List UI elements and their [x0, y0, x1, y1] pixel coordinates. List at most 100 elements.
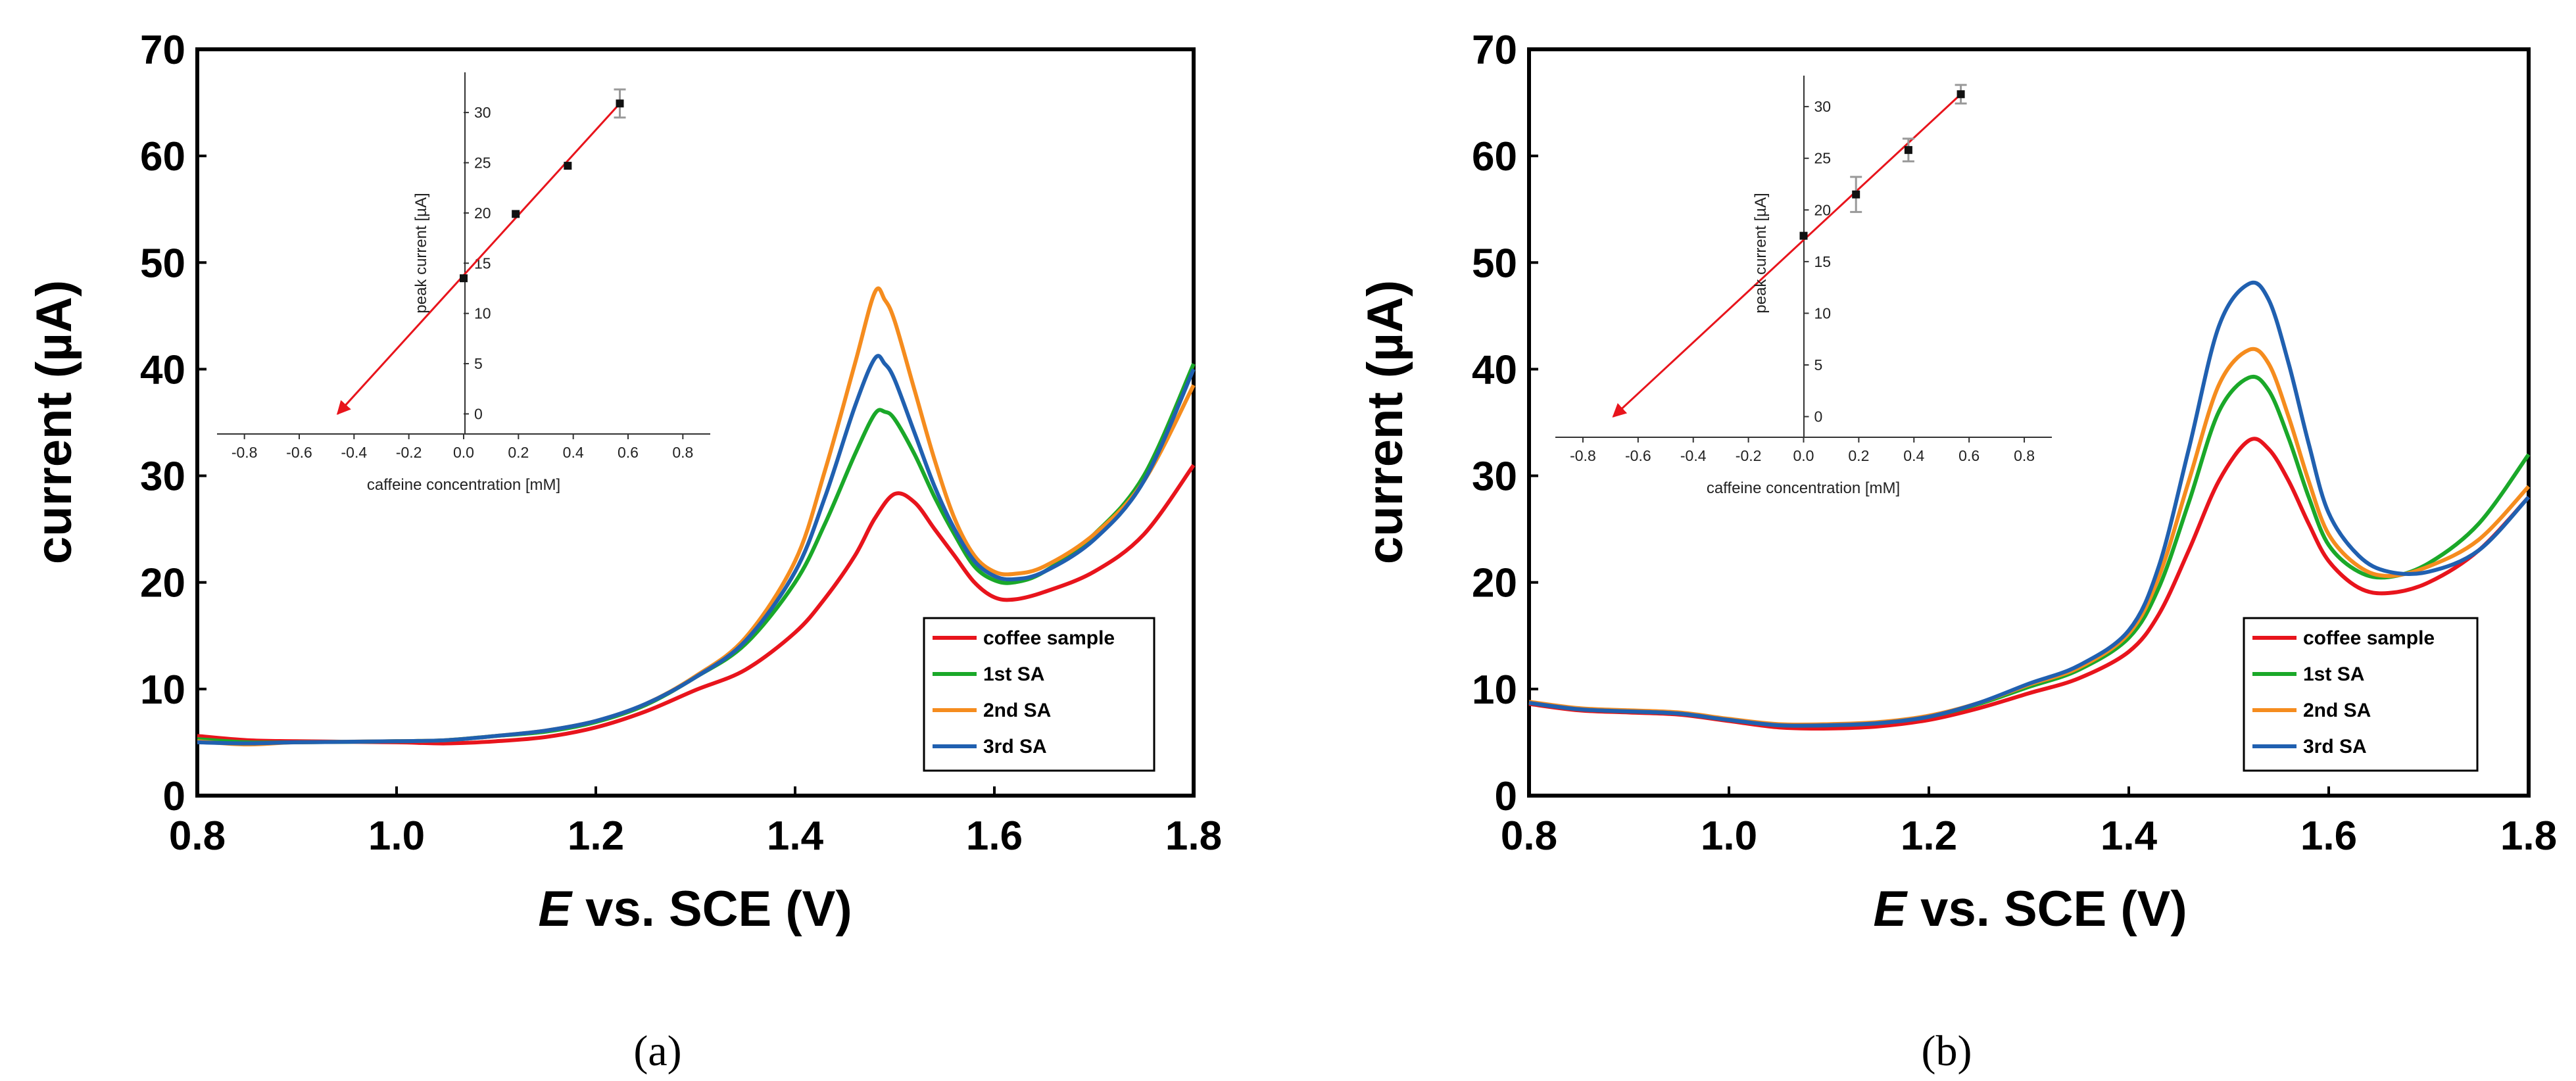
panel-a-inset-y-ticks: 0 5 10 15 20 25 30	[464, 104, 491, 422]
panel-a-inset-x-tick-label-3: -0.2	[396, 444, 422, 461]
panel-b-inset-y-tick-label-4: 20	[1814, 201, 1832, 218]
panel-a-inset-point-2	[564, 162, 572, 170]
panel-a-inset-y-tick-label-6: 30	[474, 104, 491, 121]
panel-b-x-tick-labels: 0.8 1.0 1.2 1.4 1.6 1.8	[1501, 786, 2557, 859]
panel-b-inset-x-tick-label-1: -0.6	[1625, 447, 1651, 464]
panel-a-y-axis-title: current (µA)	[26, 280, 82, 564]
panel-a-y-tick-label-6: 60	[140, 134, 185, 180]
panel-a-x-tick-label-1: 1.0	[368, 813, 425, 859]
panel-a-x-tick-labels: 0.8 1.0 1.2 1.4 1.6 1.8	[169, 786, 1222, 859]
panel-a-x-axis-title-italic: E	[538, 881, 573, 937]
panel-b-y-axis-title: current (µA)	[1357, 280, 1413, 564]
panel-b-series-3-line	[1528, 280, 2531, 728]
panel-a-x-axis-title-rest: vs. SCE (V)	[571, 881, 852, 937]
panel-b-inset-y-tick-label-0: 0	[1814, 408, 1823, 425]
panel-a-legend: coffee sample 1st SA 2nd SA 3rd SA	[923, 617, 1155, 772]
panel-b-inset-x-tick-label-6: 0.4	[1903, 447, 1924, 464]
panel-a-inset-x-tick-label-4: 0.0	[453, 444, 474, 461]
panel-b-plot-frame	[1527, 47, 2531, 798]
panel-a-inset-y-tick-label-0: 0	[474, 405, 483, 422]
panel-b-inset-y-tick-label-2: 10	[1814, 304, 1832, 322]
panel-b-inset-point-2	[1904, 146, 1912, 155]
legend-b-label-3: 3rd SA	[2303, 736, 2367, 757]
panel-a-x-tick-label-4: 1.6	[966, 813, 1023, 859]
legend-b-label-2: 2nd SA	[2303, 700, 2371, 721]
panel-b-inset-x-tick-label-7: 0.6	[1958, 447, 1980, 464]
panel-a-series	[197, 286, 1196, 747]
panel-a-inset-x-ticks: -0.8 -0.6 -0.4 -0.2 0.0 0.2 0.4 0.6 0.8	[231, 434, 693, 461]
panel-b-x-tick-label-5: 1.8	[2500, 813, 2557, 859]
panel-b-inset-marks	[1612, 84, 1967, 418]
panel-a-inset-point-0	[460, 274, 468, 283]
panel-a-x-axis-title: E vs. SCE (V)	[538, 881, 852, 937]
panel-b-legend: coffee sample 1st SA 2nd SA 3rd SA	[2243, 617, 2479, 772]
panel-b-inset-y-title: peak current [µA]	[1752, 193, 1770, 313]
panel-a-label: (a)	[633, 1027, 681, 1075]
legend-a-label-3: 3rd SA	[983, 736, 1047, 757]
panel-a-y-tick-label-3: 30	[140, 454, 185, 500]
legend-b-label-1: 1st SA	[2303, 663, 2364, 685]
panel-b-inset-point-1	[1852, 190, 1860, 199]
panel-b-inset-y-tick-label-5: 25	[1814, 150, 1832, 167]
panel-a-inset-point-1	[512, 210, 520, 218]
panel-a-series-0-line	[197, 464, 1196, 746]
panel-b-inset-fit-line	[1612, 93, 1962, 418]
legend-a-label-0: coffee sample	[983, 627, 1115, 649]
panel-b-series	[1528, 280, 2531, 731]
panel-a-inset: -0.8 -0.6 -0.4 -0.2 0.0 0.2 0.4 0.6 0.8 0 5 10 15 20…	[217, 72, 710, 494]
panel-a-grid-and-axes	[195, 47, 1196, 798]
panel-a-inset-x-tick-label-8: 0.8	[672, 444, 693, 461]
panel-b-inset-y-tick-label-3: 15	[1814, 253, 1832, 270]
panel-b-y-tick-label-7: 70	[1472, 28, 1517, 73]
panel-a-inset-point-3	[616, 99, 624, 108]
panel-a-x-tick-label-5: 1.8	[1165, 813, 1222, 859]
panel-a-inset-y-tick-label-5: 25	[474, 155, 491, 172]
panel-a-inset-y-tick-label-1: 5	[474, 355, 483, 372]
panel-b-inset: -0.8 -0.6 -0.4 -0.2 0.0 0.2 0.4 0.6 0.8 0 5 10 15 20…	[1555, 76, 2052, 497]
panel-b-inset-y-ticks: 0 5 10 15 20 25 30	[1803, 98, 1832, 425]
panel-a-inset-x-tick-label-6: 0.4	[563, 444, 584, 461]
panel-b-inset-x-tick-label-5: 0.2	[1848, 447, 1869, 464]
panel-a-inset-y-tick-label-4: 20	[474, 204, 491, 222]
panel-b-inset-x-ticks: -0.8 -0.6 -0.4 -0.2 0.0 0.2 0.4 0.6 0.8	[1570, 437, 2035, 464]
panel-a-inset-x-tick-label-0: -0.8	[231, 444, 258, 461]
panel-a-inset-y-tick-label-2: 10	[474, 305, 491, 322]
panel-b-y-tick-label-5: 50	[1472, 241, 1517, 286]
panel-a-inset-x-tick-label-2: -0.4	[341, 444, 368, 461]
panel-b-inset-x-tick-label-8: 0.8	[2014, 447, 2035, 464]
panel-a-y-tick-label-2: 20	[140, 561, 185, 606]
panel-b-inset-point-0	[1799, 231, 1808, 240]
panel-b-inset-x-tick-label-0: -0.8	[1570, 447, 1596, 464]
panel-b-y-tick-label-4: 40	[1472, 347, 1517, 393]
panel-a-inset-x-tick-label-7: 0.6	[618, 444, 639, 461]
panel-b-x-tick-label-1: 1.0	[1701, 813, 1757, 859]
panel-b-inset-x-title: caffeine concentration [mM]	[1707, 479, 1900, 497]
panel-b-inset-point-3	[1956, 90, 1965, 99]
panel-a-plot-frame	[195, 47, 1196, 798]
panel-b-x-tick-label-3: 1.4	[2101, 813, 2158, 859]
panel-b-x-tick-label-2: 1.2	[1901, 813, 1957, 859]
panel-b-label: (b)	[1922, 1027, 1972, 1075]
panel-b-y-tick-label-2: 20	[1472, 561, 1517, 606]
panel-a-y-tick-label-7: 70	[140, 28, 185, 73]
panel-a-inset-x-tick-label-1: -0.6	[286, 444, 312, 461]
legend-b-label-0: coffee sample	[2303, 627, 2435, 649]
panel-a-inset-x-title: caffeine concentration [mM]	[367, 476, 560, 494]
panel-a-inset-x-tick-label-5: 0.2	[508, 444, 529, 461]
panel-a-y-tick-label-0: 0	[163, 774, 185, 819]
panel-a-x-tick-label-0: 0.8	[169, 813, 226, 859]
panel-a-series-3-line	[197, 354, 1196, 746]
panel-b-inset-y-tick-label-6: 30	[1814, 98, 1832, 115]
panel-b-x-tick-label-0: 0.8	[1501, 813, 1557, 859]
panel-b-inset-x-tick-label-3: -0.2	[1736, 447, 1762, 464]
panel-b-y-tick-label-3: 30	[1472, 454, 1517, 500]
panel-b-x-axis-title-rest: vs. SCE (V)	[1907, 881, 2187, 937]
panel-b-x-axis-title: E vs. SCE (V)	[1873, 881, 2187, 937]
panel-a-inset-fit-line	[336, 103, 621, 415]
panel-b-y-tick-label-0: 0	[1495, 774, 1517, 819]
legend-a-label-2: 2nd SA	[983, 700, 1051, 721]
panel-b-inset-x-tick-label-2: -0.4	[1680, 447, 1707, 464]
panel-b-y-tick-label-1: 10	[1472, 667, 1517, 713]
